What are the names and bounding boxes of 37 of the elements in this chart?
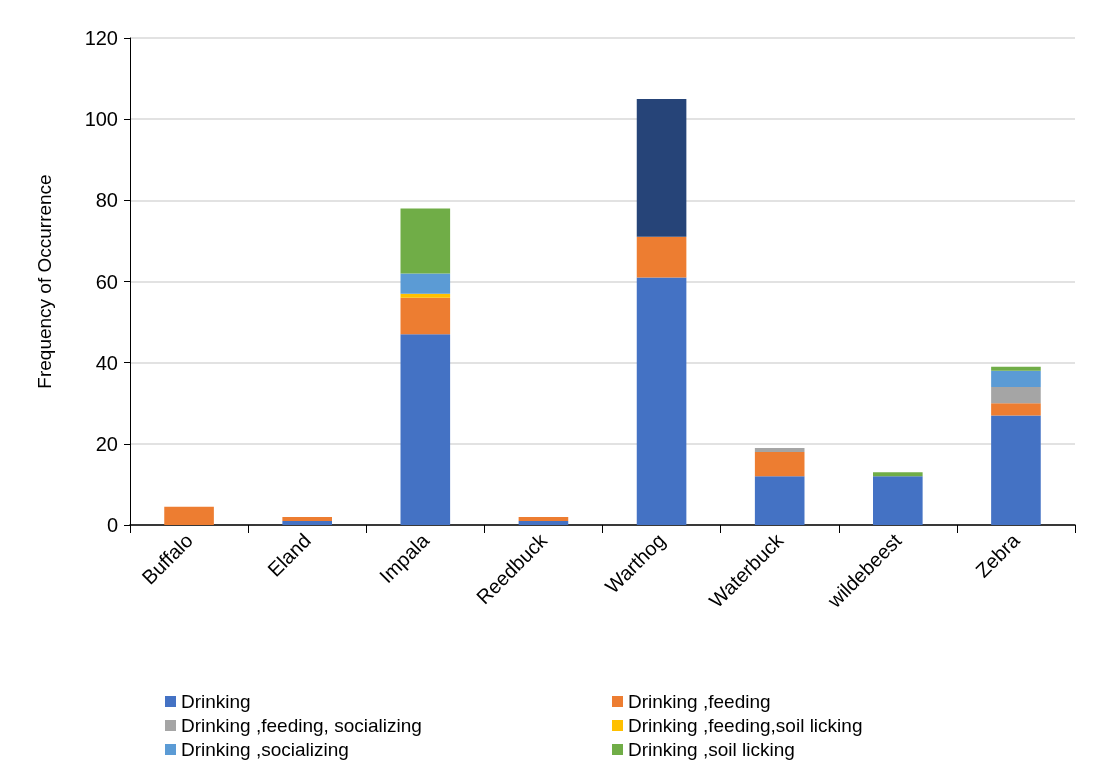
bar	[400, 297, 451, 335]
legend-label: Drinking ,soil licking	[628, 739, 795, 760]
bar	[400, 293, 451, 298]
legend-label: Drinking ,socializing	[181, 739, 349, 760]
y-tick-label: 0	[106, 514, 118, 536]
bar	[282, 520, 332, 525]
legend-label: Drinking ,feeding, socializing	[181, 715, 422, 736]
bar	[991, 415, 1041, 525]
bar	[873, 476, 923, 525]
y-tick-label: 40	[95, 351, 118, 374]
bar	[991, 403, 1041, 416]
y-tick-label: 60	[95, 270, 118, 293]
bar	[400, 334, 451, 525]
bar	[518, 516, 569, 521]
y-tick-label: 80	[95, 189, 118, 212]
bar	[400, 273, 451, 294]
bar	[400, 208, 451, 274]
bar	[636, 236, 687, 278]
bar	[164, 506, 214, 525]
legend-label: Drinking	[181, 691, 251, 712]
bar	[991, 370, 1041, 388]
legend-label: Drinking ,feeding,soil licking	[628, 715, 863, 736]
y-tick-label: 100	[84, 108, 118, 131]
y-tick-label: 20	[95, 432, 118, 455]
bar	[754, 451, 805, 477]
legend-label: Drinking ,feeding	[628, 691, 771, 712]
bar	[754, 476, 805, 525]
bar	[282, 516, 332, 521]
bar	[873, 472, 923, 477]
y-tick-label: 120	[84, 27, 118, 49]
bar	[636, 277, 687, 525]
y-axis-title: Frequency of Occurrence	[34, 174, 55, 389]
bar	[991, 387, 1041, 404]
bar	[754, 447, 805, 452]
bar	[991, 366, 1041, 371]
bar	[636, 98, 687, 237]
bar	[518, 520, 569, 525]
